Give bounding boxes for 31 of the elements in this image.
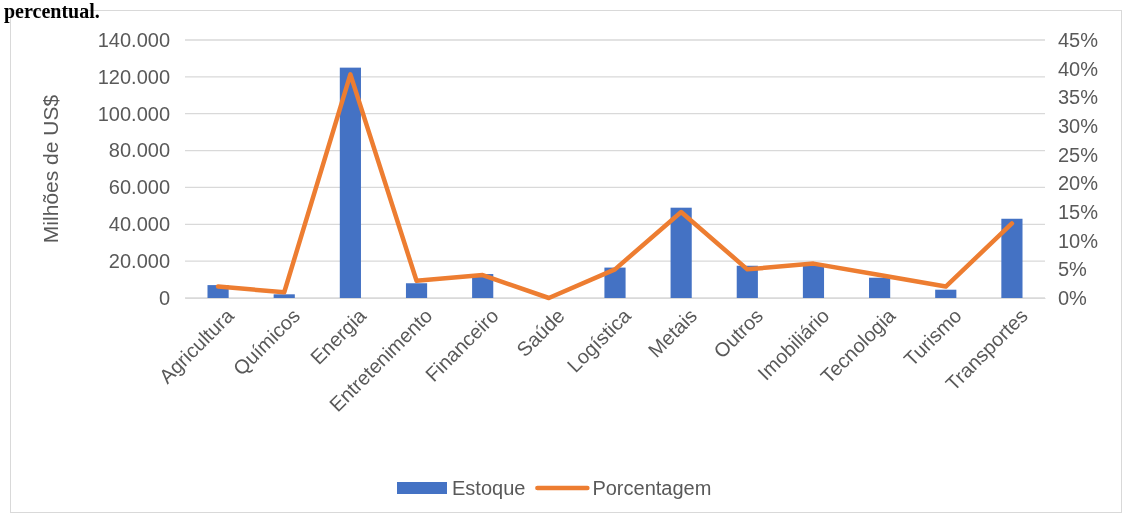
y2-tick-label: 0% xyxy=(1058,286,1088,309)
bar xyxy=(802,263,825,298)
y2-tick-label: 40% xyxy=(1058,57,1099,80)
y2-tick-label: 25% xyxy=(1058,143,1099,166)
y-tick-label: 100.000 xyxy=(97,102,170,125)
y2-tick-label: 30% xyxy=(1058,114,1099,137)
chart-title: percentual. xyxy=(4,0,100,23)
y2-tick-label: 15% xyxy=(1058,200,1099,223)
bar xyxy=(869,277,891,298)
bar xyxy=(273,294,295,298)
y-tick-label: 0 xyxy=(158,286,170,309)
y2-tick-label: 20% xyxy=(1058,172,1099,195)
bar xyxy=(339,67,361,298)
legend-label: Porcentagem xyxy=(592,477,712,499)
bar xyxy=(405,283,428,298)
y-tick-label: 80.000 xyxy=(108,139,170,162)
line-series xyxy=(215,72,1015,301)
y-tick-label: 20.000 xyxy=(108,250,170,273)
y-tick-label: 40.000 xyxy=(108,213,170,236)
y2-tick-label: 10% xyxy=(1058,229,1099,252)
y-axis-title: Milhões de US$ xyxy=(39,94,62,244)
y2-tick-label: 45% xyxy=(1058,28,1099,51)
y-tick-label: 60.000 xyxy=(108,176,170,199)
y2-tick-label: 35% xyxy=(1058,86,1099,109)
bar xyxy=(1001,218,1023,298)
y-tick-label: 140.000 xyxy=(97,28,170,51)
y-tick-label: 120.000 xyxy=(97,65,170,88)
y2-tick-label: 5% xyxy=(1058,258,1088,281)
legend-label: Estoque xyxy=(452,477,526,499)
bar xyxy=(670,207,692,298)
bar xyxy=(935,289,957,298)
